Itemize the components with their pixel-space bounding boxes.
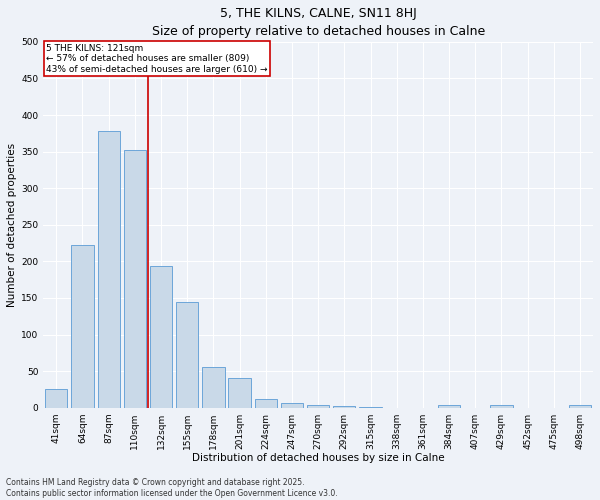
Bar	[281, 402, 303, 407]
Bar	[569, 406, 591, 407]
Bar	[438, 406, 460, 407]
Text: 5 THE KILNS: 121sqm
← 57% of detached houses are smaller (809)
43% of semi-detac: 5 THE KILNS: 121sqm ← 57% of detached ho…	[46, 44, 268, 74]
Text: Contains HM Land Registry data © Crown copyright and database right 2025.
Contai: Contains HM Land Registry data © Crown c…	[6, 478, 338, 498]
Bar	[359, 407, 382, 408]
Bar	[45, 390, 67, 407]
Bar	[124, 150, 146, 407]
Bar	[98, 131, 120, 407]
Bar	[202, 368, 224, 408]
Bar	[229, 378, 251, 408]
Bar	[490, 406, 512, 407]
Y-axis label: Number of detached properties: Number of detached properties	[7, 142, 17, 307]
Title: 5, THE KILNS, CALNE, SN11 8HJ
Size of property relative to detached houses in Ca: 5, THE KILNS, CALNE, SN11 8HJ Size of pr…	[152, 7, 485, 38]
Bar	[254, 399, 277, 407]
Bar	[176, 302, 199, 408]
Bar	[307, 404, 329, 407]
Bar	[333, 406, 355, 407]
X-axis label: Distribution of detached houses by size in Calne: Distribution of detached houses by size …	[192, 453, 445, 463]
Bar	[71, 244, 94, 408]
Bar	[150, 266, 172, 408]
